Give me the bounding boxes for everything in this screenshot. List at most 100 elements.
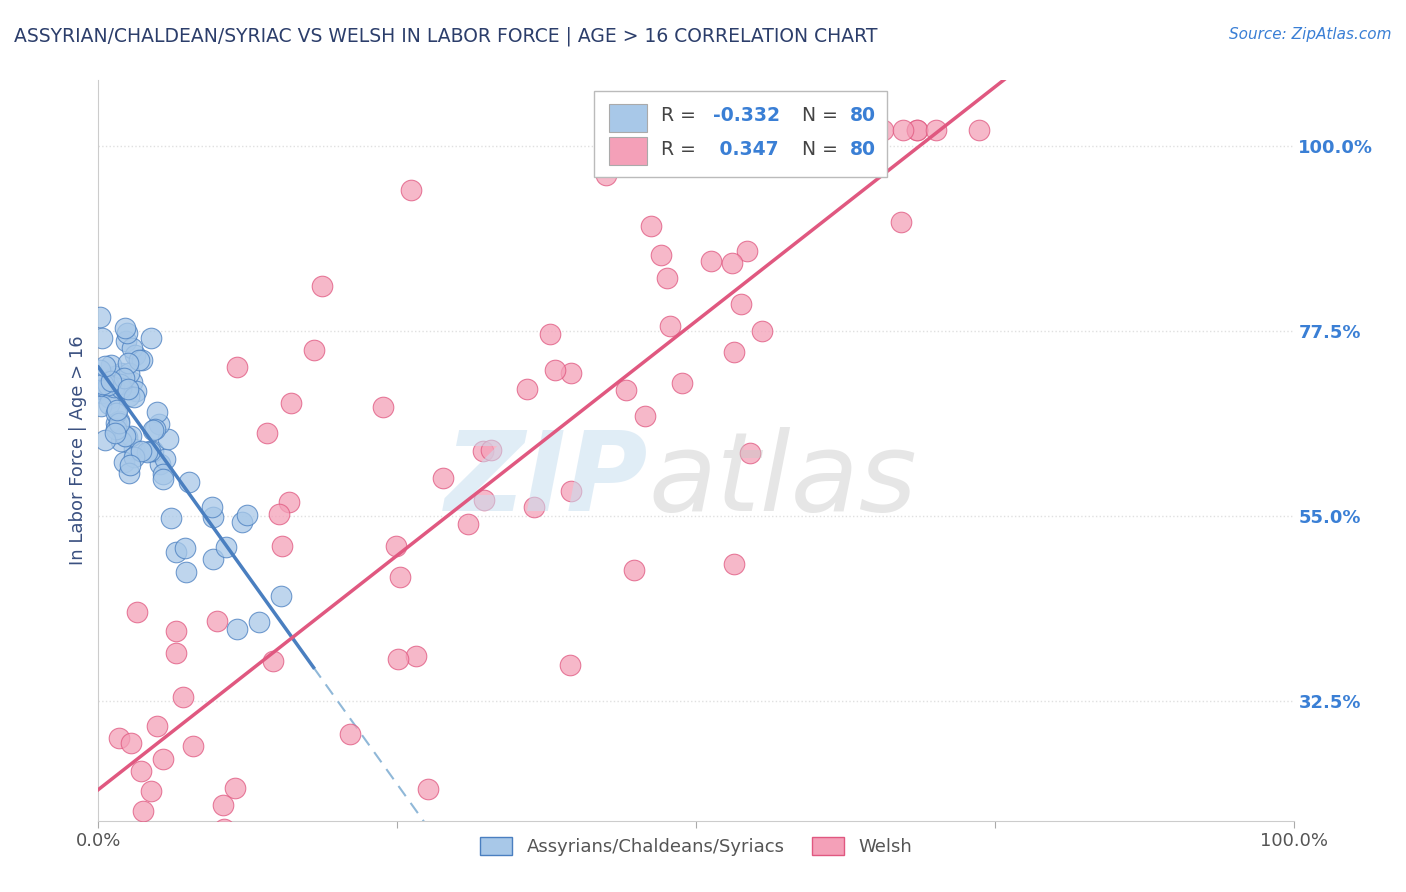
Point: [115, 430, 138, 444]
Point: [623, 563, 645, 577]
Point: [377, 876, 399, 890]
Point: [872, 122, 894, 136]
Point: [157, 433, 180, 447]
Point: [595, 169, 617, 183]
Point: [153, 452, 176, 467]
Point: [114, 429, 136, 443]
Point: [212, 822, 235, 836]
Point: [270, 539, 292, 553]
Point: [149, 457, 172, 471]
Point: [560, 367, 582, 381]
Point: [215, 540, 238, 554]
Point: [432, 471, 454, 485]
Point: [112, 370, 135, 384]
Point: [650, 248, 672, 262]
Point: [94, 433, 117, 447]
Point: [181, 739, 204, 754]
Point: [226, 623, 249, 637]
Point: [740, 446, 762, 460]
Point: [385, 539, 408, 553]
Text: atlas: atlas: [648, 426, 917, 533]
Point: [146, 405, 169, 419]
Point: [115, 334, 138, 348]
Point: [100, 374, 122, 388]
Point: [120, 429, 142, 443]
Point: [122, 450, 145, 464]
Point: [224, 780, 246, 795]
Point: [89, 363, 111, 377]
Point: [131, 444, 153, 458]
Point: [91, 385, 114, 400]
Text: 80: 80: [851, 105, 876, 125]
Point: [117, 382, 139, 396]
Point: [118, 389, 141, 403]
Point: [145, 422, 167, 436]
Point: [671, 376, 693, 390]
Point: [202, 510, 225, 524]
Y-axis label: In Labor Force | Age > 16: In Labor Force | Age > 16: [69, 335, 87, 566]
Point: [405, 649, 427, 664]
Text: R =: R =: [661, 140, 702, 159]
Point: [837, 142, 859, 156]
Point: [560, 483, 582, 498]
Point: [371, 400, 394, 414]
Text: Source: ZipAtlas.com: Source: ZipAtlas.com: [1229, 27, 1392, 42]
Point: [205, 614, 228, 628]
Point: [311, 278, 333, 293]
Point: [172, 690, 194, 704]
Point: [110, 434, 132, 449]
Point: [104, 368, 127, 383]
Point: [90, 399, 112, 413]
Text: -0.332: -0.332: [713, 105, 780, 125]
Point: [110, 367, 132, 381]
Point: [905, 122, 928, 136]
Point: [165, 647, 187, 661]
Point: [388, 570, 411, 584]
Point: [558, 658, 581, 673]
Point: [129, 764, 152, 779]
Point: [472, 492, 495, 507]
Point: [152, 472, 174, 486]
Point: [700, 254, 723, 268]
Text: R =: R =: [661, 105, 702, 125]
Point: [94, 379, 117, 393]
Point: [90, 331, 112, 345]
Point: [202, 551, 225, 566]
Text: 0.347: 0.347: [713, 140, 779, 159]
Point: [165, 544, 187, 558]
Point: [132, 805, 155, 819]
Text: N =: N =: [803, 105, 844, 125]
Point: [231, 515, 253, 529]
Point: [107, 416, 129, 430]
Point: [633, 409, 655, 423]
Point: [270, 589, 292, 603]
Point: [481, 443, 503, 458]
Point: [142, 423, 165, 437]
Point: [117, 356, 139, 370]
Point: [125, 605, 148, 619]
Point: [538, 327, 561, 342]
Point: [97, 378, 120, 392]
Point: [339, 727, 361, 741]
Point: [142, 443, 165, 458]
Point: [91, 376, 114, 391]
Point: [723, 557, 745, 571]
Point: [141, 331, 163, 345]
Point: [98, 397, 121, 411]
FancyBboxPatch shape: [609, 104, 647, 132]
Point: [925, 122, 948, 136]
Point: [659, 319, 682, 334]
Point: [138, 444, 160, 458]
Point: [105, 403, 128, 417]
Point: [128, 353, 150, 368]
Point: [152, 752, 174, 766]
Text: ASSYRIAN/CHALDEAN/SYRIAC VS WELSH IN LABOR FORCE | AGE > 16 CORRELATION CHART: ASSYRIAN/CHALDEAN/SYRIAC VS WELSH IN LAB…: [14, 27, 877, 46]
Text: N =: N =: [803, 140, 844, 159]
Point: [387, 652, 409, 666]
Point: [247, 615, 270, 629]
Point: [741, 128, 763, 143]
Point: [145, 719, 167, 733]
Point: [174, 541, 197, 555]
Point: [108, 376, 131, 391]
Point: [139, 784, 162, 798]
